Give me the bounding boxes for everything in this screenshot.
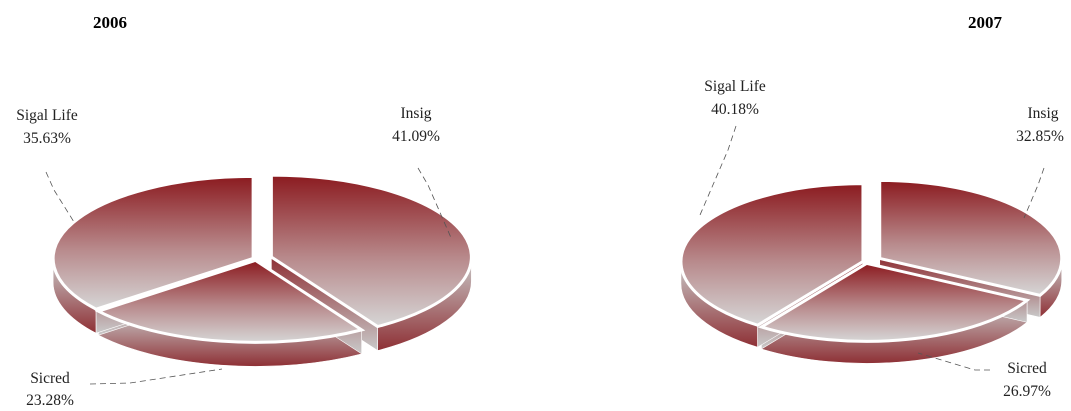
chart-title: 2006 <box>93 13 127 32</box>
slice-value-insig: 32.85% <box>1016 128 1064 145</box>
leader-line-sicred <box>917 352 990 371</box>
slice-label-sigal-life: Sigal Life <box>16 107 78 124</box>
leader-line-sigal-life <box>45 171 75 223</box>
slice-sigal-life <box>51 174 255 311</box>
chart-title: 2007 <box>968 13 1003 32</box>
slice-value-sicred: 26.97% <box>1003 383 1051 400</box>
slice-value-insig: 41.09% <box>392 128 440 145</box>
pie-body <box>679 178 1064 364</box>
slice-label-insig: Insig <box>401 105 432 122</box>
slice-sigal-life <box>679 182 865 327</box>
pie-body <box>51 173 473 367</box>
slice-value-sigal-life: 35.63% <box>23 130 71 147</box>
slice-insig <box>269 173 473 329</box>
slice-sicred <box>757 261 1031 343</box>
slice-insig <box>878 178 1064 297</box>
leader-line-insig <box>1023 167 1045 219</box>
slice-label-sicred: Sicred <box>1007 360 1047 377</box>
pie-chart-2006: 2006 Insig 41.09% Sigal Life 35.63% Sicr… <box>16 13 473 409</box>
leader-line-sicred <box>89 368 223 385</box>
slice-label-sigal-life: Sigal Life <box>704 78 766 95</box>
leader-line-sigal-life <box>699 125 737 216</box>
slice-label-insig: Insig <box>1028 105 1059 122</box>
slice-value-sigal-life: 40.18% <box>711 101 759 118</box>
slice-sicred <box>94 258 366 344</box>
pie-chart-2007: 2007 Insig 32.85% Sigal Life 40.18% Sicr… <box>679 13 1064 400</box>
slice-label-sicred: Sicred <box>30 370 70 387</box>
slice-value-sicred: 23.28% <box>26 392 74 409</box>
